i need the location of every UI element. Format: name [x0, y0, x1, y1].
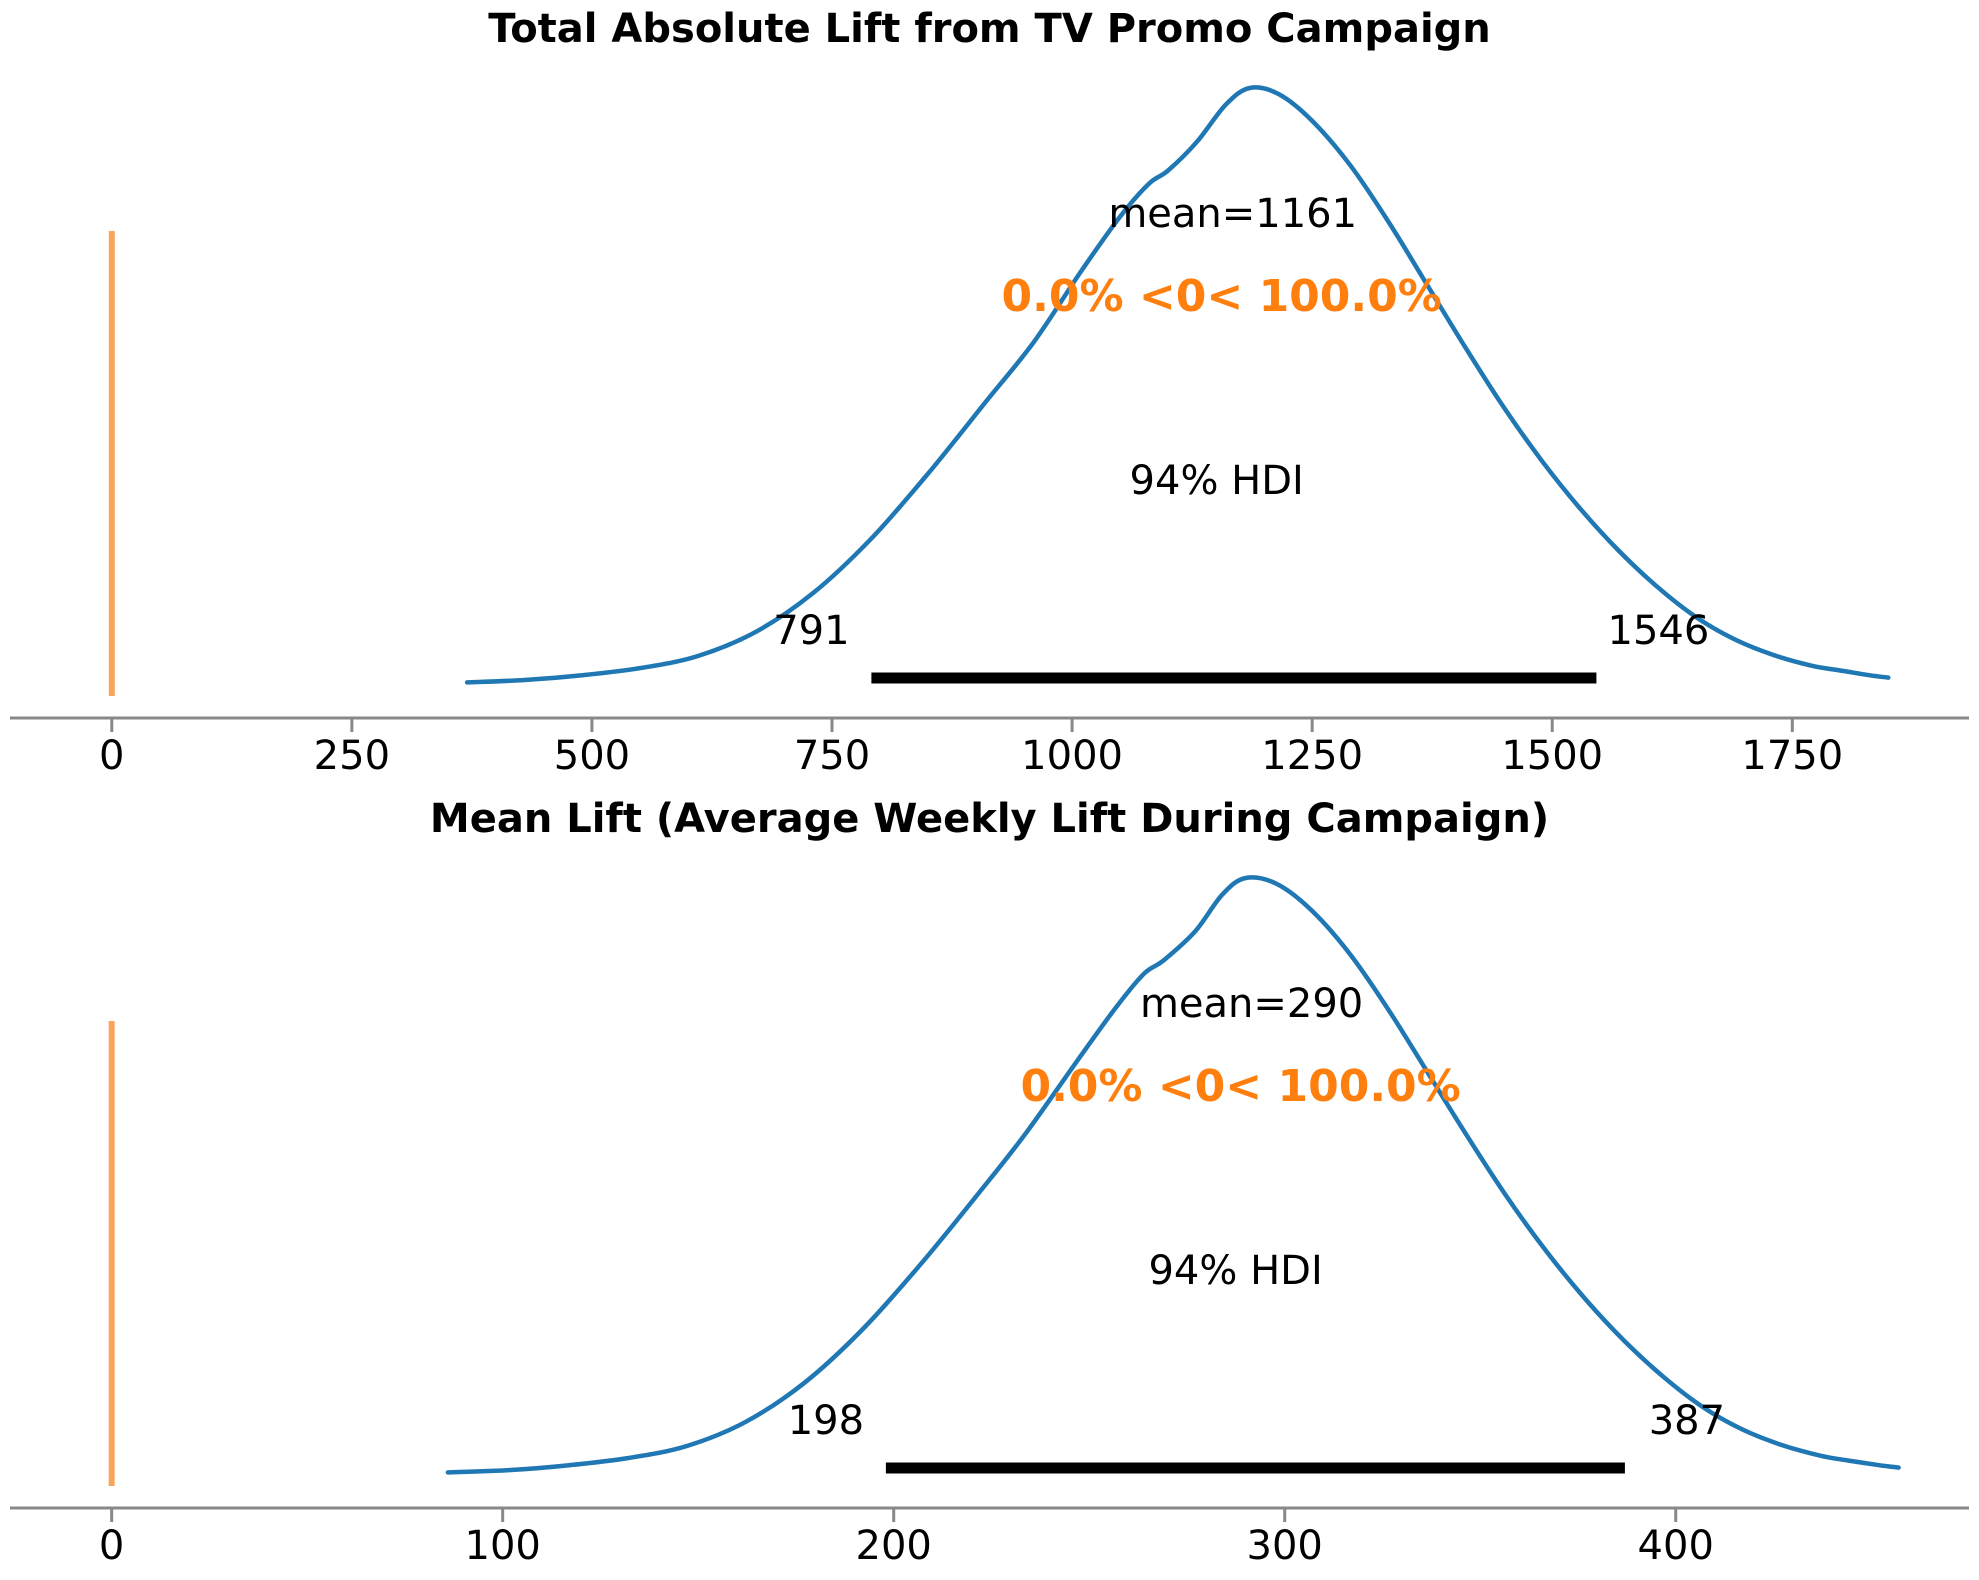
x-tick-label-200: 200	[855, 1523, 932, 1569]
x-tick-label-0: 0	[98, 1523, 125, 1569]
hdi-lower-value: 791	[773, 608, 850, 654]
ref-probability-annotation: 0.0% <0< 100.0%	[1001, 271, 1442, 322]
hdi-lower-value: 198	[787, 1398, 865, 1444]
ref-probability-annotation: 0.0% <0< 100.0%	[1020, 1061, 1461, 1112]
kde-plot-canvas	[10, 85, 1969, 732]
x-tick-label-1000: 1000	[1021, 733, 1123, 779]
x-tick-label-0: 0	[99, 733, 125, 779]
subplot-mean-lift: Mean Lift (Average Weekly Lift During Ca…	[0, 790, 1979, 1580]
x-tick-label-1750: 1750	[1741, 733, 1844, 779]
x-tick-label-750: 750	[793, 733, 871, 779]
density-curve	[445, 875, 1901, 1475]
x-tick-label-1250: 1250	[1261, 733, 1364, 779]
plot-title: Mean Lift (Average Weekly Lift During Ca…	[429, 796, 1550, 842]
subplot-total-absolute-lift: Total Absolute Lift from TV Promo Campai…	[10, 6, 1969, 779]
mean-annotation: mean=290	[1139, 981, 1364, 1027]
mean-annotation: mean=1161	[1108, 191, 1358, 237]
x-tick-label-300: 300	[1246, 1523, 1323, 1569]
hdi-title-annotation: 94% HDI	[1148, 1248, 1323, 1294]
x-tick-label-500: 500	[553, 733, 631, 779]
x-tick-label-100: 100	[464, 1523, 541, 1569]
kde-plot-canvas	[10, 875, 1969, 1522]
x-tick-label-250: 250	[313, 733, 391, 779]
hdi-upper-value: 1546	[1607, 608, 1710, 654]
x-tick-label-400: 400	[1637, 1523, 1714, 1569]
plot-title: Total Absolute Lift from TV Promo Campai…	[488, 6, 1491, 52]
hdi-title-annotation: 94% HDI	[1129, 458, 1304, 504]
x-tick-label-1500: 1500	[1501, 733, 1604, 779]
density-curve	[464, 85, 1891, 685]
hdi-upper-value: 387	[1648, 1398, 1726, 1444]
